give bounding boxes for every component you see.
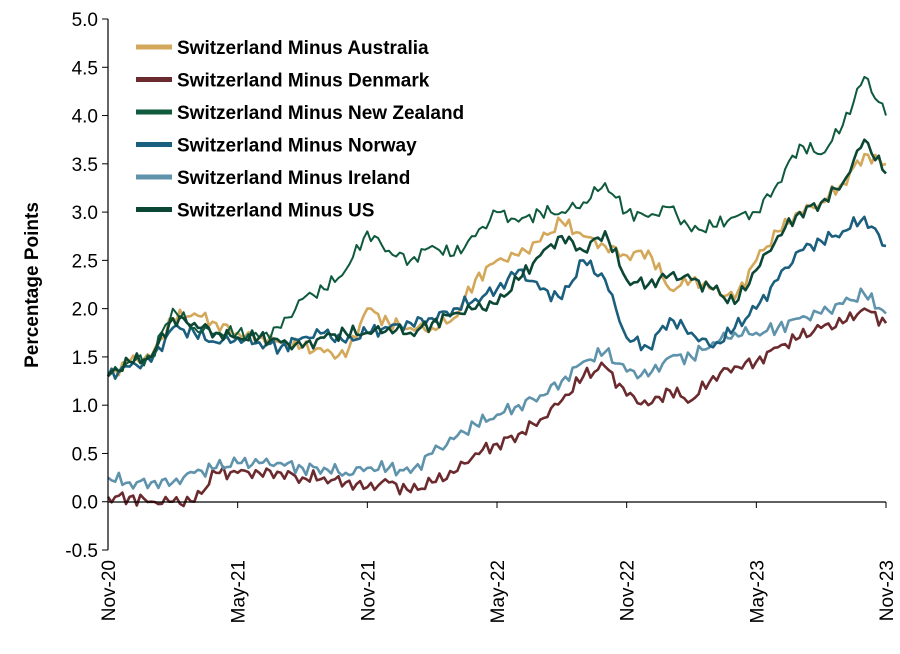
- x-tick-label: Nov-22: [618, 560, 639, 621]
- y-tick-label: 0.0: [72, 493, 98, 514]
- y-tick-label: 4.5: [72, 58, 98, 79]
- legend-label: Switzerland Minus US: [177, 201, 374, 222]
- y-tick-label: 1.5: [72, 348, 98, 369]
- x-tick-label: Nov-21: [358, 560, 379, 621]
- y-ticks: -0.5 0.0 0.5 1.0 1.5 2.0 2.5 3.0 3.5 4.0 4.5 5.0: [65, 10, 108, 562]
- series-line-2: [106, 307, 888, 508]
- x-ticks: Nov-20 May-21 Nov-21 May-22 Nov-22 May-23 Nov-…: [99, 502, 898, 623]
- series-line-6: [106, 138, 887, 377]
- y-axis-label: Percentage Points: [22, 202, 43, 368]
- x-tick-label: May-21: [229, 560, 250, 623]
- series-lines: [106, 75, 888, 508]
- legend-label: Switzerland Minus Norway: [177, 136, 417, 157]
- y-tick-label: 2.5: [72, 251, 98, 272]
- legend-label: Switzerland Minus Ireland: [177, 168, 410, 189]
- x-tick-label: Nov-23: [877, 560, 898, 621]
- series-line-5: [107, 287, 887, 490]
- y-tick-label: 5.0: [72, 10, 98, 31]
- series-line-3: [107, 75, 887, 377]
- y-tick-label: -0.5: [65, 541, 98, 562]
- legend-label: Switzerland Minus Denmark: [177, 71, 430, 92]
- y-tick-label: 2.0: [72, 300, 98, 321]
- legend-label: Switzerland Minus Australia: [177, 38, 429, 59]
- x-tick-label: May-22: [488, 560, 509, 623]
- y-tick-label: 3.5: [72, 155, 98, 176]
- legend-label: Switzerland Minus New Zealand: [177, 103, 464, 124]
- x-tick-label: Nov-20: [99, 560, 120, 621]
- y-tick-label: 3.0: [72, 203, 98, 224]
- legend: Switzerland Minus Australia Switzerland M…: [136, 38, 464, 222]
- x-tick-label: May-23: [747, 560, 768, 623]
- y-tick-label: 4.0: [72, 107, 98, 128]
- y-tick-label: 0.5: [72, 444, 98, 465]
- series-line-4: [106, 215, 887, 381]
- y-tick-label: 1.0: [72, 396, 98, 417]
